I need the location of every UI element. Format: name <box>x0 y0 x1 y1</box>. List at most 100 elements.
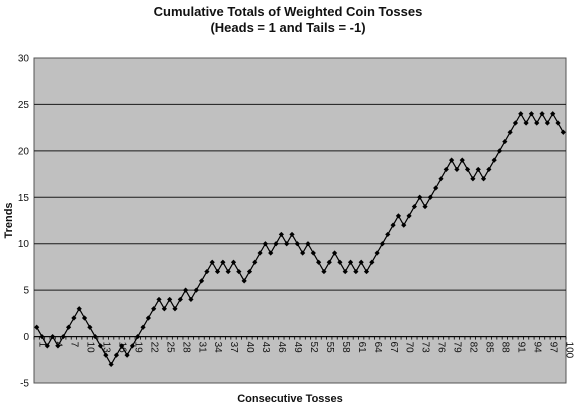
data-point <box>262 241 269 247</box>
x-tick-label: 31 <box>196 342 207 354</box>
data-point <box>284 241 290 247</box>
data-point <box>438 176 444 182</box>
data-point <box>129 343 136 349</box>
data-point <box>124 352 130 358</box>
data-point <box>60 333 66 340</box>
data-point <box>353 268 359 275</box>
data-point <box>342 268 348 275</box>
x-tick-label: 73 <box>420 342 431 354</box>
data-point <box>50 333 56 340</box>
y-tick-label: 5 <box>23 286 29 297</box>
x-tick-label: 97 <box>547 342 558 354</box>
data-point <box>417 194 423 200</box>
x-tick-label: 13 <box>101 342 112 354</box>
data-point <box>475 166 481 173</box>
x-tick-label: 19 <box>132 342 143 354</box>
data-point <box>71 315 77 321</box>
x-tick-label: 70 <box>404 342 415 354</box>
plot-area <box>33 57 567 384</box>
data-point <box>246 268 253 275</box>
data-point <box>193 287 199 293</box>
data-point <box>151 306 157 312</box>
data-point <box>443 166 449 173</box>
y-tick-label: 15 <box>18 193 30 204</box>
data-point <box>347 259 354 265</box>
data-point <box>544 120 550 126</box>
data-point <box>278 231 284 238</box>
x-tick-label: 34 <box>212 342 223 354</box>
data-point <box>39 333 45 340</box>
data-point <box>81 315 88 321</box>
x-tick-label: 28 <box>180 342 191 354</box>
data-point <box>390 222 396 228</box>
data-point <box>337 259 343 265</box>
data-point <box>459 157 465 163</box>
x-tick-label: 46 <box>276 342 287 354</box>
data-point <box>486 166 492 173</box>
x-tick-label: 94 <box>531 342 542 354</box>
chart-title: Cumulative Totals of Weighted Coin Tosse… <box>153 4 423 19</box>
data-point <box>97 343 104 349</box>
data-point <box>369 259 375 265</box>
x-tick-label: 82 <box>468 342 479 354</box>
data-point <box>225 268 231 275</box>
data-point <box>76 306 82 312</box>
data-point <box>385 231 391 238</box>
data-point <box>374 250 380 256</box>
data-point <box>422 203 428 210</box>
data-point <box>103 352 109 358</box>
data-point <box>140 324 146 330</box>
data-point <box>188 296 194 303</box>
y-axis-label: Trends <box>3 202 15 238</box>
data-point <box>534 120 540 126</box>
data-point <box>268 250 274 256</box>
data-point <box>55 343 61 349</box>
data-point <box>161 306 167 312</box>
x-tick-label: 91 <box>515 342 526 354</box>
data-point <box>395 213 402 219</box>
data-point <box>177 296 183 303</box>
y-tick-label: 30 <box>18 54 30 65</box>
data-point <box>326 259 332 265</box>
x-tick-label: 43 <box>260 342 271 354</box>
data-point <box>523 120 529 126</box>
data-point <box>316 259 322 265</box>
x-tick-label: 100 <box>563 342 574 359</box>
chart-title-block: Cumulative Totals of Weighted Coin Tosse… <box>0 4 576 36</box>
x-axis-label: Consecutive Tosses <box>237 393 343 405</box>
data-point <box>289 231 295 238</box>
data-point <box>411 203 417 210</box>
data-points <box>34 111 566 368</box>
data-point <box>241 278 247 284</box>
data-point <box>555 120 561 126</box>
data-point <box>108 361 114 368</box>
x-tick-label: 37 <box>228 342 239 354</box>
x-tick-label: 64 <box>372 342 383 354</box>
y-tick-label: 20 <box>18 146 30 157</box>
y-tick-label: -5 <box>20 379 29 390</box>
y-tick-label: 25 <box>18 100 30 111</box>
x-tick-label: 58 <box>340 342 351 354</box>
axes <box>33 336 567 340</box>
data-point <box>273 241 279 247</box>
x-tick-label: 1 <box>37 342 48 348</box>
data-point <box>145 315 151 321</box>
y-tick-label: 10 <box>18 239 30 250</box>
data-point <box>167 296 173 303</box>
data-point <box>198 278 205 284</box>
data-point <box>321 268 327 275</box>
data-point <box>363 268 370 275</box>
data-point <box>464 166 471 173</box>
series-line <box>36 112 564 366</box>
x-tick-label: 76 <box>436 342 447 354</box>
data-point <box>257 250 263 256</box>
data-point <box>539 111 545 117</box>
data-point <box>220 259 226 265</box>
x-tick-label: 61 <box>356 342 367 354</box>
data-point <box>156 296 162 303</box>
data-point <box>305 241 311 247</box>
x-tick-label: 55 <box>324 342 335 354</box>
x-tick-label: 40 <box>244 342 255 354</box>
data-point <box>44 343 50 349</box>
